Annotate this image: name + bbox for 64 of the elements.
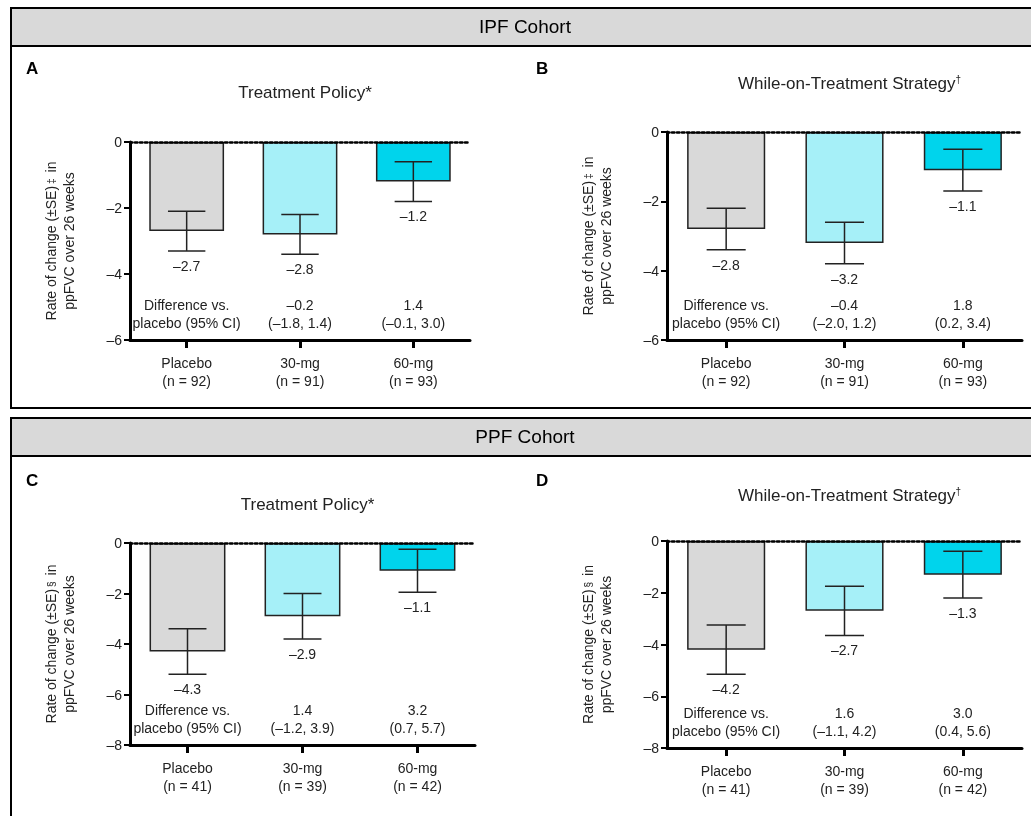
data-label: –2.7	[830, 642, 859, 659]
annotation: 3.2 (0.7, 5.7)	[389, 702, 446, 736]
x-tick-label: 60-mg (n = 42)	[393, 760, 442, 794]
annotation: 1.8 (0.2, 3.4)	[934, 297, 991, 331]
y-tick-label: –6	[643, 332, 660, 348]
x-tick-label: 30-mg (n = 39)	[820, 763, 869, 797]
data-label: –1.1	[403, 599, 432, 616]
x-tick-label: Placebo (n = 41)	[700, 763, 752, 797]
data-label: –2.9	[288, 645, 317, 662]
x-tick-label: Placebo (n = 92)	[161, 355, 213, 389]
text: B	[536, 59, 549, 79]
annotation: Difference vs. placebo (95% CI)	[133, 702, 242, 736]
y-tick-label: –2	[643, 584, 660, 601]
x-tick-label: 30-mg (n = 91)	[275, 355, 325, 389]
annotation: 1.4 (–1.2, 3.9)	[270, 702, 335, 736]
text: A	[26, 59, 39, 79]
y-tick-label: 0	[651, 533, 660, 549]
annotation: Difference vs. placebo (95% CI)	[672, 705, 781, 739]
x-tick-label: Placebo (n = 92)	[700, 355, 752, 389]
annotation: 3.0 (0.4, 5.6)	[934, 705, 991, 739]
annotation: Difference vs. placebo (95% CI)	[672, 297, 781, 331]
data-label: –3.2	[830, 270, 859, 287]
chart-title: While-on-Treatment Strategy†	[737, 73, 962, 93]
x-tick-label: 30-mg (n = 39)	[278, 760, 327, 794]
text: PPF Cohort	[12, 419, 1031, 457]
x-tick-label: 60-mg (n = 93)	[938, 355, 988, 389]
y-tick-label: –2	[643, 193, 660, 210]
x-tick-label: 30-mg (n = 91)	[820, 355, 869, 389]
data-label: –4.3	[173, 681, 202, 698]
x-tick-label: 60-mg (n = 93)	[389, 355, 438, 389]
chart-title: While-on-Treatment Strategy†	[737, 485, 962, 505]
y-tick-label: 0	[651, 124, 660, 140]
y-tick-label: –4	[643, 262, 660, 279]
data-label: –1.2	[399, 208, 428, 225]
data-label: –4.2	[712, 681, 740, 698]
data-label: –1.3	[949, 604, 977, 621]
data-label: –2.8	[286, 261, 314, 278]
text: IPF Cohort	[12, 9, 1031, 47]
y-tick-label: 0	[114, 134, 123, 150]
y-tick-label: –4	[106, 266, 123, 282]
annotation: Difference vs. placebo (95% CI)	[132, 297, 241, 331]
annotation: –0.2 (–1.8, 1.4)	[268, 297, 332, 331]
data-label: –2.7	[173, 257, 201, 274]
data-label: –2.8	[712, 256, 740, 273]
y-tick-label: –4	[643, 636, 660, 653]
y-tick-label: –2	[106, 585, 123, 602]
y-tick-label: –8	[643, 740, 660, 756]
y-tick-label: –8	[106, 737, 123, 753]
data-label: –1.1	[949, 197, 977, 214]
y-tick-label: –6	[106, 686, 123, 703]
x-tick-label: Placebo (n = 41)	[162, 760, 214, 794]
annotation: 1.4 (–0.1, 3.0)	[381, 297, 446, 331]
annotation: 1.6 (–1.1, 4.2)	[812, 705, 877, 739]
y-tick-label: 0	[114, 535, 123, 551]
text: C	[26, 471, 39, 491]
y-tick-label: –6	[106, 332, 123, 348]
chart-title: Treatment Policy*	[240, 495, 375, 514]
y-tick-label: –2	[106, 200, 123, 216]
y-tick-label: –6	[643, 688, 660, 705]
y-tick-label: –4	[106, 636, 123, 652]
text: D	[536, 471, 549, 491]
x-tick-label: 60-mg (n = 42)	[938, 763, 988, 797]
annotation: –0.4 (–2.0, 1.2)	[812, 297, 877, 331]
chart-title: Treatment Policy*	[238, 83, 373, 102]
